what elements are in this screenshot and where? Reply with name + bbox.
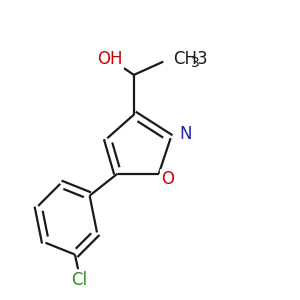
Text: N: N (179, 125, 192, 143)
Text: CH: CH (174, 50, 198, 68)
Text: CH3: CH3 (174, 50, 208, 68)
Text: O: O (161, 170, 174, 188)
Text: OH: OH (98, 50, 123, 68)
Text: 3: 3 (190, 56, 200, 70)
Text: Cl: Cl (71, 271, 87, 289)
